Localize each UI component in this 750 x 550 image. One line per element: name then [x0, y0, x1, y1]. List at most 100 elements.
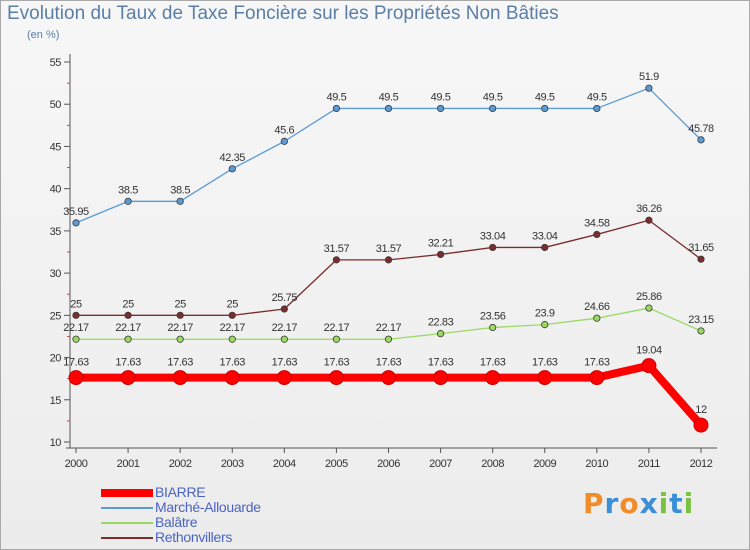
data-point-biarre-2011 [641, 358, 657, 374]
legend-label-marche-allouarde: Marché-Allouarde [155, 499, 261, 515]
data-label-biarre-2004: 17.63 [272, 357, 298, 369]
logo-letter: o [619, 487, 640, 520]
data-point-marche-allouarde-2003 [228, 165, 236, 173]
data-point-biarre-2004 [276, 370, 292, 386]
data-label-rethonvillers-2003: 25 [227, 298, 239, 310]
data-label-rethonvillers-2001: 25 [122, 298, 134, 310]
data-point-rethonvillers-2007 [436, 250, 445, 259]
y-tick-label-40: 40 [50, 184, 62, 196]
logo-letter: i [683, 487, 695, 520]
data-label-balatre-2009: 23.9 [535, 308, 555, 320]
data-label-biarre-2012: 12 [695, 404, 707, 416]
data-label-marche-allouarde-2007: 49.5 [431, 91, 451, 103]
data-label-balatre-2005: 22.17 [324, 322, 350, 334]
y-tick-label-50: 50 [50, 99, 62, 111]
legend-swatch-marche-allouarde [101, 507, 153, 509]
data-point-balatre-2000 [72, 335, 80, 343]
data-point-rethonvillers-2003 [228, 311, 236, 319]
data-label-biarre-2007: 17.63 [428, 357, 454, 369]
data-label-biarre-2011: 19.04 [636, 345, 662, 357]
data-label-biarre-2009: 17.63 [532, 357, 558, 369]
data-point-balatre-2007 [436, 330, 445, 338]
data-label-marche-allouarde-2011: 51.9 [639, 71, 659, 83]
data-point-balatre-2011 [645, 304, 653, 312]
data-label-rethonvillers-2007: 32.21 [428, 237, 454, 249]
logo-letter: r [604, 487, 620, 520]
data-point-biarre-2010 [589, 370, 605, 386]
legend-label-biarre: BIARRE [155, 484, 206, 500]
data-label-marche-allouarde-2003: 42.35 [219, 152, 245, 164]
logo-letter: P [583, 487, 605, 520]
data-label-marche-allouarde-2012: 45.78 [688, 123, 714, 135]
data-label-biarre-2000: 17.63 [63, 357, 89, 369]
x-tick-label-2010: 2010 [585, 458, 608, 470]
x-tick-label-2008: 2008 [481, 458, 504, 470]
data-point-marche-allouarde-2012 [697, 136, 705, 144]
data-point-rethonvillers-2005 [332, 256, 341, 264]
legend-swatch-balatre [101, 522, 153, 524]
data-label-biarre-2008: 17.63 [480, 357, 506, 369]
data-point-biarre-2003 [224, 370, 240, 386]
data-point-marche-allouarde-2009 [541, 104, 549, 113]
data-label-balatre-2011: 25.86 [636, 291, 662, 303]
data-label-marche-allouarde-2001: 38.5 [118, 184, 138, 196]
x-tick-label-2001: 2001 [117, 458, 140, 470]
data-label-rethonvillers-2006: 31.57 [376, 243, 402, 255]
data-point-biarre-2001 [120, 370, 136, 386]
data-point-rethonvillers-2009 [541, 243, 549, 252]
legend-swatch-rethonvillers [101, 537, 153, 539]
legend-swatch-biarre [101, 489, 153, 497]
data-point-balatre-2012 [697, 327, 705, 335]
data-label-biarre-2001: 17.63 [115, 357, 141, 369]
data-label-balatre-2010: 24.66 [584, 301, 610, 313]
data-label-balatre-2004: 22.17 [272, 322, 298, 334]
data-label-biarre-2005: 17.63 [324, 357, 350, 369]
data-point-balatre-2009 [541, 321, 549, 329]
data-point-balatre-2008 [489, 323, 497, 332]
x-tick-label-2011: 2011 [638, 458, 660, 470]
y-tick-label-20: 20 [50, 353, 62, 365]
data-label-balatre-2000: 22.17 [63, 322, 89, 334]
legend-label-balatre: Balâtre [155, 514, 198, 530]
data-label-biarre-2003: 17.63 [219, 357, 245, 369]
data-point-marche-allouarde-2004 [280, 137, 288, 145]
data-point-biarre-2008 [485, 370, 501, 386]
data-point-marche-allouarde-2005 [332, 104, 341, 113]
data-point-rethonvillers-2011 [645, 216, 653, 224]
data-label-rethonvillers-2009: 33.04 [532, 230, 558, 242]
legend-label-rethonvillers: Rethonvillers [155, 529, 233, 545]
data-point-balatre-2001 [124, 335, 132, 343]
data-label-rethonvillers-2000: 25 [70, 298, 82, 310]
data-label-marche-allouarde-2006: 49.5 [379, 91, 399, 103]
data-label-rethonvillers-2012: 31.65 [688, 242, 714, 254]
data-label-balatre-2012: 23.15 [688, 314, 714, 326]
data-point-rethonvillers-2000 [72, 311, 80, 319]
y-tick-label-45: 45 [50, 141, 62, 153]
data-label-marche-allouarde-2010: 49.5 [587, 91, 607, 103]
data-point-marche-allouarde-2002 [176, 197, 184, 205]
x-tick-label-2009: 2009 [533, 458, 556, 470]
data-point-balatre-2003 [228, 335, 236, 343]
data-point-rethonvillers-2006 [384, 256, 393, 264]
data-point-rethonvillers-2008 [489, 243, 497, 252]
data-point-rethonvillers-2002 [176, 311, 184, 319]
data-label-balatre-2007: 22.83 [428, 317, 454, 329]
chart-title: Evolution du Taux de Taxe Foncière sur l… [7, 3, 559, 24]
data-point-marche-allouarde-2000 [72, 219, 80, 227]
x-tick-label-2003: 2003 [221, 458, 244, 470]
data-label-balatre-2008: 23.56 [480, 310, 506, 322]
data-point-balatre-2006 [384, 335, 393, 343]
data-point-rethonvillers-2004 [280, 305, 288, 313]
data-label-rethonvillers-2008: 33.04 [480, 230, 506, 242]
data-label-marche-allouarde-2005: 49.5 [327, 91, 347, 103]
data-label-biarre-2002: 17.63 [167, 357, 193, 369]
data-point-biarre-2005 [328, 370, 344, 386]
data-label-balatre-2001: 22.17 [115, 322, 141, 334]
chart-subtitle: (en %) [27, 29, 60, 41]
y-tick-label-55: 55 [50, 57, 62, 69]
proxiti-logo: Proxiti [583, 487, 694, 520]
data-point-marche-allouarde-2011 [645, 84, 653, 92]
data-label-rethonvillers-2010: 34.58 [584, 217, 610, 229]
logo-letter: x [639, 487, 659, 520]
